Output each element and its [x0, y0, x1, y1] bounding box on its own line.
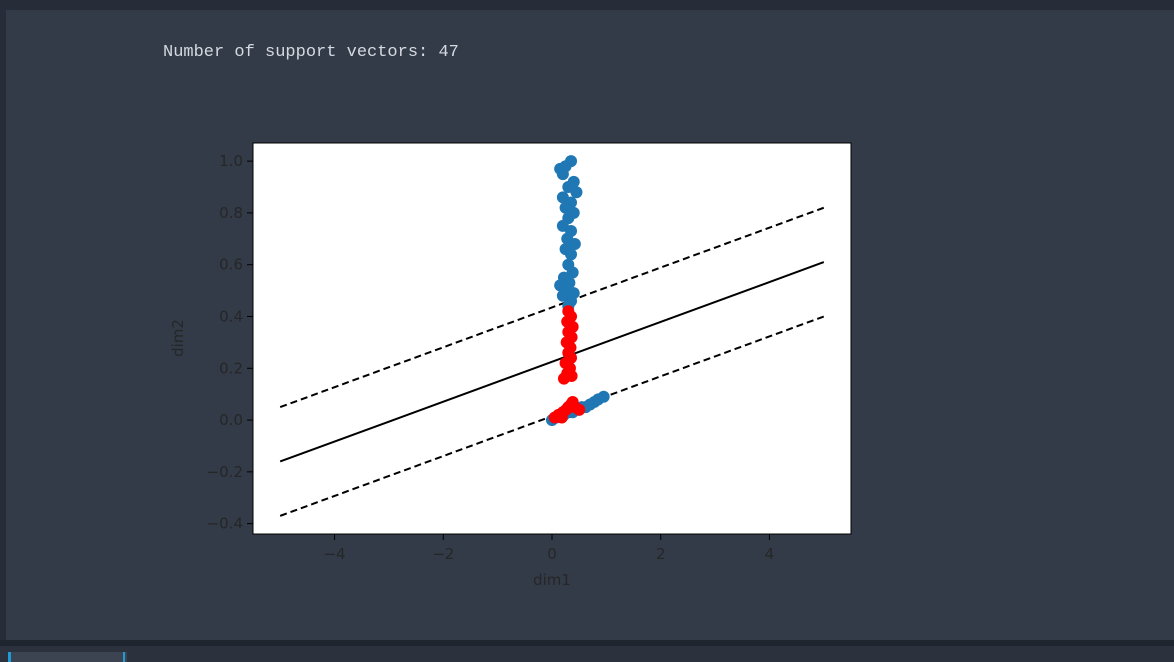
- x-axis-label: dim1: [533, 571, 571, 589]
- support-vector-point-24: [555, 411, 568, 424]
- decision-boundary-line: [279, 261, 825, 463]
- cell-left-edge: [0, 10, 6, 642]
- x-tick-label-3: 2: [656, 545, 666, 563]
- cell-divider: [0, 640, 1174, 646]
- class-point-2: [565, 155, 578, 168]
- x-tick-label-2: 0: [547, 545, 557, 563]
- support-vector-point-14: [557, 372, 570, 385]
- class-point-6: [570, 186, 583, 199]
- class-point-3: [556, 168, 569, 181]
- x-axis-ticks: −4 −2 0 2 4: [323, 534, 774, 563]
- y-tick-label-0: −0.4: [207, 515, 243, 533]
- class-point-40: [597, 390, 610, 403]
- y-tick-label-6: 0.8: [219, 204, 243, 222]
- y-axis-label: dim2: [169, 319, 187, 357]
- x-tick-label-0: −4: [323, 545, 345, 563]
- margin-line-1: [279, 206, 825, 409]
- x-tick-label-4: 4: [765, 545, 775, 563]
- class-point-19: [566, 266, 579, 279]
- scatter-points: [546, 155, 610, 427]
- y-tick-label-3: 0.2: [219, 359, 243, 377]
- y-tick-label-1: −0.2: [207, 463, 243, 481]
- y-tick-label-4: 0.4: [219, 307, 243, 325]
- top-strip: [0, 0, 1174, 10]
- next-cell: [0, 646, 1174, 662]
- next-cell-input[interactable]: [8, 652, 127, 662]
- y-axis-ticks: −0.4 −0.2 0.0 0.2 0.4 0.6 0.8 1.0: [207, 152, 253, 533]
- y-tick-label-7: 1.0: [219, 152, 243, 170]
- active-cell-marker: [123, 652, 125, 662]
- plot-area: [253, 143, 851, 534]
- class-point-15: [568, 237, 581, 250]
- y-tick-label-5: 0.6: [219, 256, 243, 274]
- x-tick-label-1: −2: [432, 545, 454, 563]
- stdout-text: Number of support vectors: 47: [163, 43, 459, 62]
- y-tick-label-2: 0.0: [219, 411, 243, 429]
- class-point-17: [565, 248, 578, 261]
- scatter-plot: −4 −2 0 2 4 −0.4−0.20.00.20.40.60.81.0 dim1 …: [169, 142, 852, 589]
